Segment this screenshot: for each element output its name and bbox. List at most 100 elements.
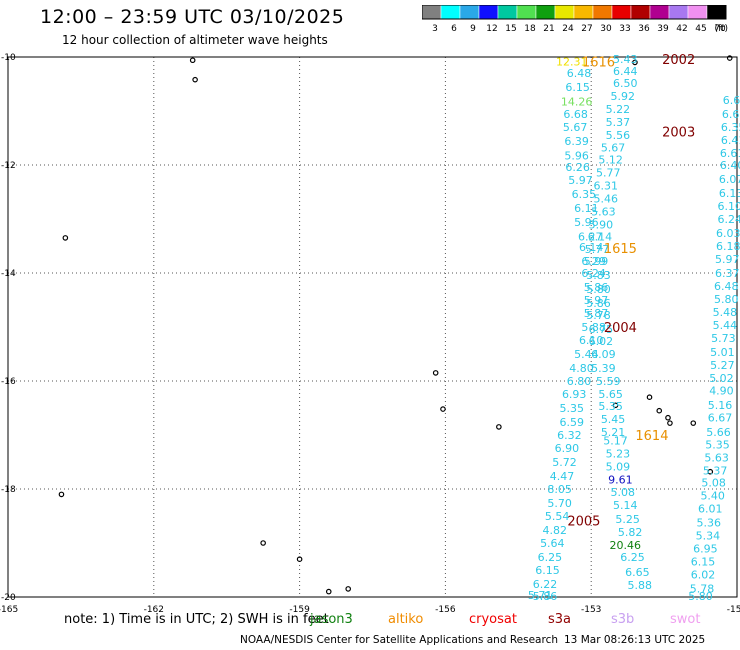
swh-value-label: 5.02: [709, 372, 734, 385]
swh-value-label: 5.96: [574, 216, 599, 229]
swh-value-label: 6.95: [693, 542, 718, 555]
swh-value-label: 6.24: [717, 213, 740, 226]
colorbar-tick-label: 24: [562, 24, 574, 34]
swh-value-label: 6.61: [720, 147, 740, 160]
swh-value-label: 6.80: [567, 375, 592, 388]
swh-value-label: 5.80: [714, 293, 739, 306]
swh-value-label: 5.01: [710, 346, 735, 359]
footer-timestamp: 13 Mar 08:26:13 UTC 2025: [564, 634, 706, 646]
swh-value-label: 6.67: [708, 412, 733, 425]
colorbar-tick-label: 6: [451, 24, 457, 34]
swh-value-label: 5.37: [606, 116, 631, 129]
island-outline: [612, 402, 619, 409]
colorbar-unit: (ft): [714, 24, 728, 34]
swh-value-label: 6.37: [715, 267, 740, 280]
swh-value-label: 5.83: [586, 269, 611, 282]
swh-value-label: 6.32: [557, 429, 582, 442]
swh-value-label: 6.29: [581, 255, 606, 268]
satellite-legend-s3a: s3a: [548, 612, 572, 627]
swh-value-label: 6.75: [589, 323, 614, 336]
swh-value-label: 6.48: [714, 280, 739, 293]
swh-value-label: 5.44: [574, 348, 599, 361]
swh-value-label: 8.05: [547, 483, 572, 496]
x-tick-label: -165: [0, 605, 18, 612]
swh-value-label: 6.14: [579, 241, 604, 254]
swh-value-label: 6.24: [581, 267, 606, 280]
island-outline: [690, 420, 697, 426]
note-text: note: 1) Time is in UTC; 2) SWH is in fe…: [64, 612, 329, 627]
swh-value-label: 5.08: [611, 486, 636, 499]
swh-value-label: 6.40: [720, 159, 740, 172]
island-outline: [496, 424, 502, 430]
pass-time-label: 2005: [567, 514, 600, 529]
colorbar-tick-label: 12: [486, 24, 497, 34]
swh-value-label: 5.21: [601, 426, 626, 439]
swh-value-label: 6.09: [591, 348, 616, 361]
swh-value-label: 5.16: [708, 399, 733, 412]
swh-value-label: 5.88: [581, 321, 606, 334]
plot-frame: [7, 56, 738, 598]
swh-value-label: 6.25: [620, 551, 645, 564]
swh-value-label: 6.22: [533, 578, 558, 591]
colorbar-tick-label: 27: [581, 24, 592, 34]
swh-value-label: 5.65: [598, 388, 623, 401]
swh-value-label: 5.35: [598, 400, 623, 413]
y-tick-label: -16: [1, 377, 16, 387]
colorbar-tick-label: 42: [676, 24, 687, 34]
satellite-legend-swot: swot: [670, 612, 701, 627]
swh-value-label: 5.12: [598, 154, 623, 167]
swh-value-label: 5.34: [696, 529, 721, 542]
swh-value-label: 5.63: [591, 205, 616, 218]
swh-value-label: 6.01: [698, 502, 723, 515]
swh-value-label: 6.27: [578, 230, 603, 243]
swh-value-label: 5.80: [688, 590, 713, 603]
swh-value-label: 6.14: [588, 230, 613, 243]
swh-value-label: 5.67: [601, 142, 626, 155]
swh-value-label: 5.40: [700, 489, 725, 502]
swh-value-label: 5.90: [589, 218, 614, 231]
swh-value-label: 6.11: [574, 202, 599, 215]
colorbar-tick-label: 39: [657, 24, 669, 34]
swh-value-label: 6.59: [560, 416, 585, 429]
swh-value-label: 6.18: [716, 240, 740, 253]
swh-value-label: 20.46: [609, 539, 641, 552]
swh-value-label: 5.09: [606, 460, 631, 473]
pass-time-label: 1616: [582, 55, 615, 70]
swh-value-label: 5.80: [586, 283, 611, 296]
swh-value-label: 5.17: [603, 434, 628, 447]
swh-value-label: 6.03: [716, 227, 740, 240]
swh-value-label: 6.15: [535, 564, 560, 577]
swh-value-label: 5.86: [533, 590, 558, 603]
swh-value-label: 6.10: [717, 200, 740, 213]
colorbar-tick-label: 36: [638, 24, 650, 34]
swh-value-label: 6.63: [723, 94, 740, 107]
colorbar-tick-label: 9: [470, 24, 476, 34]
swh-value-label: 6.02: [589, 335, 614, 348]
pass-time-label: 1614: [635, 429, 668, 444]
swh-value-label: 5.08: [701, 477, 726, 490]
island-outline: [632, 59, 638, 66]
swh-value-label: 6.13: [719, 187, 740, 200]
swh-value-label: 5.73: [711, 332, 736, 345]
swh-value-label: 5.96: [564, 149, 589, 162]
swh-value-label: 5.35: [560, 402, 585, 415]
swh-value-label: 6.39: [564, 135, 589, 148]
page-subtitle: 12 hour collection of altimeter wave hei…: [62, 33, 328, 47]
swh-value-label: 5.46: [594, 192, 619, 205]
swh-value-label: 6.48: [567, 67, 592, 80]
swh-value-label: 5.70: [547, 497, 572, 510]
swh-value-label: 6.93: [562, 388, 587, 401]
swh-value-label: 5.25: [615, 513, 640, 526]
swh-value-label: 6.50: [613, 77, 638, 90]
wave-height-map: -165 -162 -159 -156 -153 -150 -10 -12 -14 -16 -18 -…: [0, 53, 740, 612]
colorbar-tick-label: 33: [619, 24, 630, 34]
island-outline: [432, 370, 439, 376]
swh-value-label: 4.47: [550, 470, 575, 483]
swh-value-label: 5.44: [713, 319, 738, 332]
x-tick-label: -153: [581, 605, 601, 612]
colorbar-tick-label: 21: [543, 24, 554, 34]
y-tick-label: -18: [1, 485, 16, 495]
satellite-legend-jason3: jason3: [310, 612, 353, 627]
swh-value-label: 5.86: [584, 281, 609, 294]
swh-value-label: 5.56: [606, 129, 631, 142]
